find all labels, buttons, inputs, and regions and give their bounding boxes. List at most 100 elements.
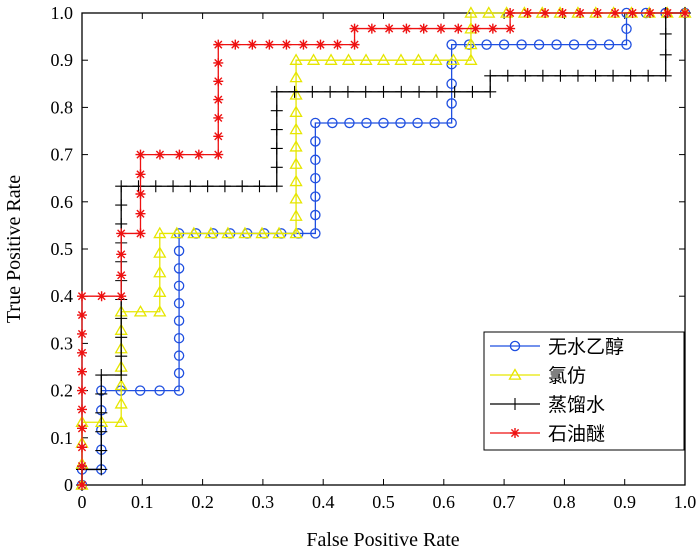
- data-point-star: [96, 291, 107, 302]
- data-point-triangle: [114, 415, 128, 427]
- data-point-star: [575, 8, 586, 18]
- data-point-triangle: [153, 265, 167, 278]
- x-tick-label: 1.0: [674, 492, 697, 512]
- data-point-plus: [132, 180, 145, 193]
- data-point-star: [264, 39, 275, 50]
- data-point-triangle: [464, 6, 478, 18]
- data-point-star: [116, 228, 127, 239]
- y-tick-label: 0.3: [51, 333, 74, 353]
- data-point-triangle: [482, 6, 496, 18]
- data-point-star: [645, 8, 656, 18]
- data-point-plus: [395, 85, 408, 98]
- data-point-circle: [173, 385, 185, 396]
- data-point-plus: [659, 27, 672, 40]
- data-point-triangle: [187, 226, 201, 239]
- data-point-circle: [586, 39, 597, 50]
- x-tick-label: 0.1: [131, 492, 154, 512]
- data-point-circle: [173, 367, 185, 379]
- x-tick-label: 0.2: [191, 492, 214, 512]
- legend-item: 无水乙醇: [490, 336, 624, 358]
- data-point-star: [77, 291, 87, 302]
- data-point-circle: [516, 39, 527, 50]
- x-tick-label: 0.9: [613, 492, 636, 512]
- data-point-star: [418, 23, 429, 34]
- axis-ticks: 0 0.1 0.2 0.3 0.4 0.5 0.6 0.7 0.8 0.9 1.0 0 0.1 0.2 0.…: [51, 3, 697, 512]
- data-point-star: [366, 23, 377, 34]
- legend-label: 蒸馏水: [548, 394, 605, 416]
- data-point-star: [662, 8, 673, 18]
- data-point-star: [213, 94, 224, 105]
- data-point-star: [135, 149, 146, 160]
- data-point-triangle: [411, 53, 426, 65]
- legend-label: 氯仿: [548, 365, 586, 387]
- data-point-plus: [201, 180, 214, 193]
- legend-item: 蒸馏水: [490, 394, 605, 416]
- data-point-circle: [412, 117, 423, 129]
- data-point-triangle: [114, 397, 128, 409]
- data-point-circle: [429, 117, 440, 129]
- data-point-plus: [484, 85, 497, 98]
- data-point-triangle: [133, 304, 148, 317]
- data-point-circle: [173, 315, 185, 326]
- data-point-plus: [484, 69, 497, 82]
- data-point-circle: [446, 39, 457, 50]
- x-tick-label: 0.5: [372, 492, 395, 512]
- legend-label: 石油醚: [548, 423, 605, 445]
- data-point-star: [592, 8, 603, 18]
- data-point-triangle: [376, 53, 391, 65]
- data-point-star: [213, 57, 224, 68]
- data-point-plus: [659, 69, 672, 82]
- data-point-circle: [621, 39, 632, 50]
- data-point-triangle: [394, 53, 408, 65]
- data-point-triangle: [324, 53, 338, 65]
- data-point-circle: [134, 385, 146, 396]
- data-point-triangle: [289, 157, 303, 169]
- data-point-triangle: [272, 226, 286, 239]
- x-tick-label: 0: [78, 492, 87, 512]
- y-tick-label: 1.0: [51, 3, 74, 23]
- data-point-triangle: [464, 37, 478, 50]
- data-point-star: [401, 23, 412, 34]
- data-point-star: [174, 149, 185, 160]
- data-point-plus: [184, 180, 197, 193]
- data-point-circle: [344, 117, 355, 129]
- data-point-plus: [115, 369, 128, 382]
- data-point-plus: [448, 85, 461, 98]
- y-tick-label: 0.1: [51, 428, 74, 448]
- data-point-plus: [306, 85, 319, 98]
- data-point-plus: [501, 69, 514, 82]
- data-point-plus: [167, 180, 180, 193]
- data-point-triangle: [289, 209, 303, 221]
- series-line: [81, 12, 685, 485]
- data-point-triangle: [221, 226, 235, 239]
- data-point-triangle: [153, 285, 167, 297]
- data-point-circle: [361, 117, 372, 129]
- data-point-plus: [377, 85, 390, 98]
- data-point-triangle: [289, 122, 303, 135]
- data-point-plus: [466, 85, 479, 98]
- data-point-star: [135, 228, 146, 239]
- legend-item: 石油醚: [490, 423, 605, 445]
- data-point-circle: [533, 39, 545, 50]
- data-point-plus: [324, 85, 337, 98]
- data-point-plus: [149, 180, 162, 193]
- data-point-circle: [310, 191, 321, 202]
- data-point-star: [213, 131, 224, 142]
- data-point-star: [77, 310, 87, 321]
- data-point-plus: [95, 444, 108, 457]
- data-point-star: [154, 149, 165, 160]
- data-point-plus: [589, 69, 602, 82]
- data-point-plus: [115, 199, 128, 212]
- data-point-circle: [173, 280, 185, 292]
- data-point-star: [384, 23, 395, 34]
- data-point-triangle: [289, 70, 303, 83]
- data-point-plus: [536, 69, 549, 82]
- data-point-star: [680, 8, 690, 18]
- data-point-circle: [173, 350, 185, 361]
- data-point-triangle: [153, 246, 167, 258]
- data-point-star: [349, 23, 360, 34]
- series-star: [77, 8, 690, 490]
- data-point-circle: [551, 39, 562, 50]
- series-group: [75, 6, 692, 491]
